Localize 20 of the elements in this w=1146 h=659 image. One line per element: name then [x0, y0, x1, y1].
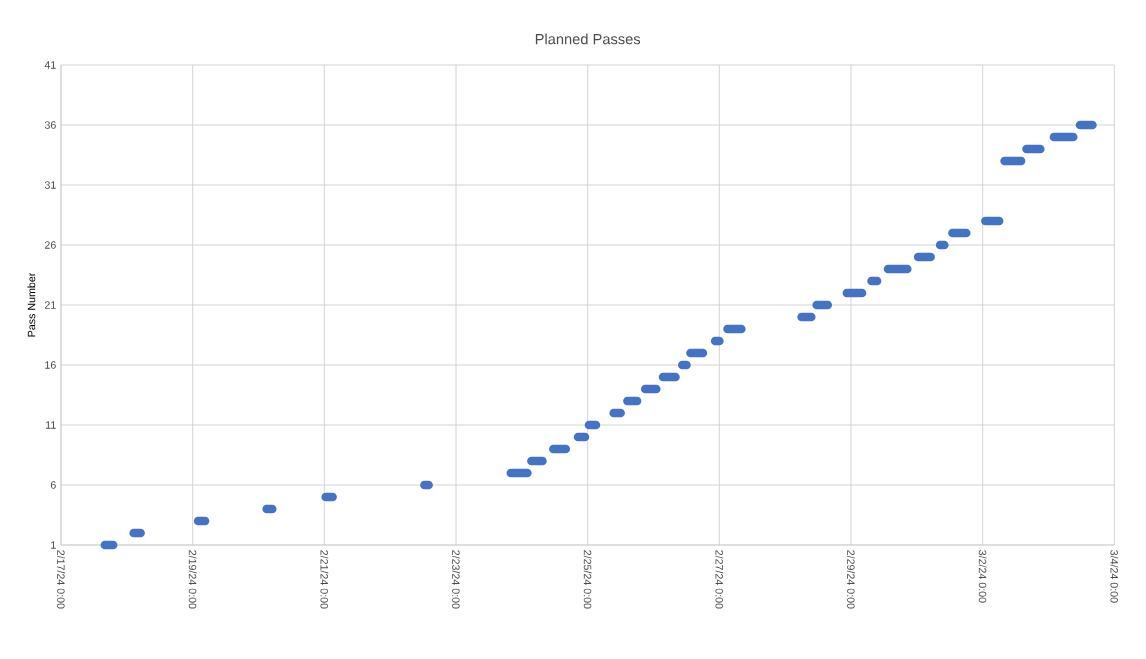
x-tick-label: 2/27/24 0:00: [715, 550, 724, 609]
y-tick-label: 41: [44, 61, 56, 69]
y-tick-label: 6: [50, 481, 56, 489]
y-tick-label: 11: [46, 421, 56, 429]
y-tick-label: 31: [44, 181, 56, 189]
y-tick-label: 1: [51, 541, 56, 549]
y-tick-label: 26: [44, 241, 56, 249]
y-tick-label: 21: [44, 301, 56, 309]
x-tick-label: 2/21/24 0:00: [320, 550, 329, 609]
y-axis-title: Pass Number: [27, 272, 36, 337]
x-tick-label: 2/23/24 0:00: [452, 550, 460, 609]
chart-title: Planned Passes: [535, 33, 641, 45]
y-tick-label: 16: [45, 361, 56, 369]
x-tick-label: 3/2/24 0:00: [978, 550, 987, 603]
x-tick-label: 2/29/24 0:00: [847, 550, 855, 609]
x-tick-label: 2/25/24 0:00: [583, 550, 592, 609]
x-tick-label: 3/4/24 0:00: [1110, 550, 1119, 603]
x-tick-label: 2/17/24 0:00: [57, 550, 65, 609]
y-tick-label: 36: [44, 121, 56, 129]
x-tick-label: 2/19/24 0:00: [188, 550, 197, 609]
